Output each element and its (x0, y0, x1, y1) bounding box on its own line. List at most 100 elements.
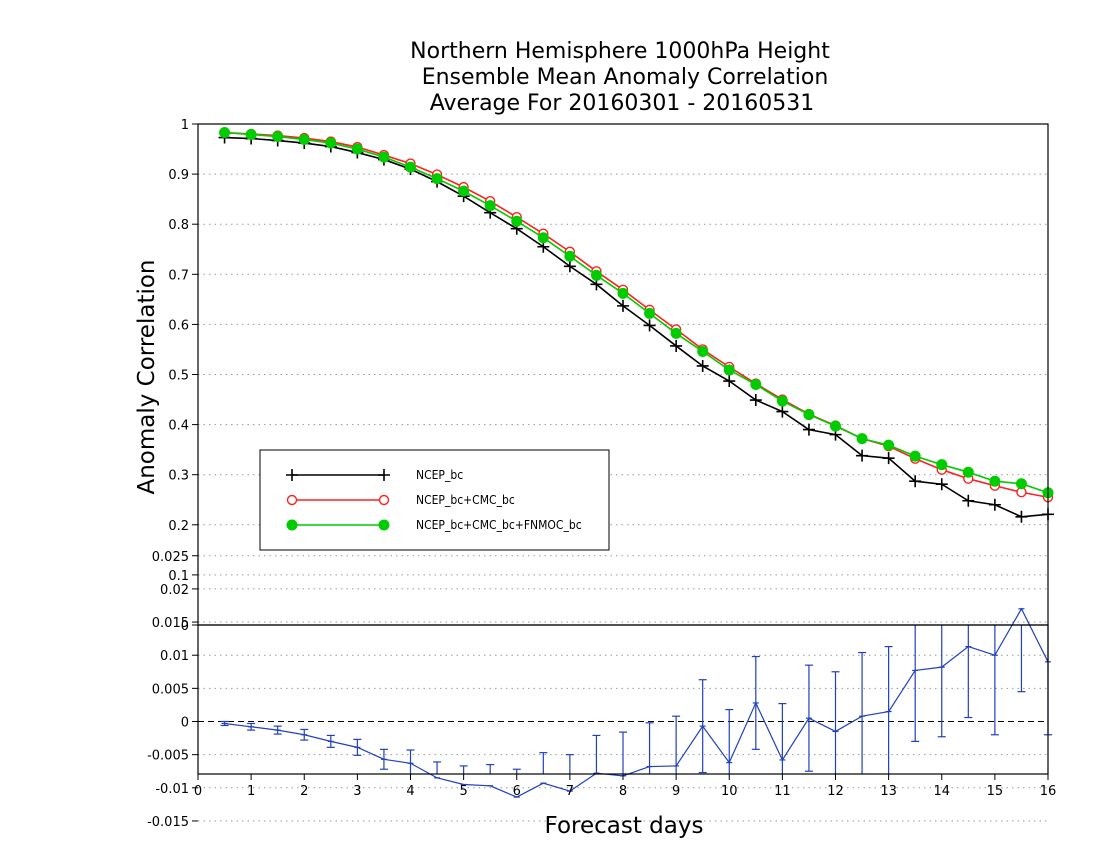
legend-label: NCEP_bc+CMC_bc+FNMOC_bc (416, 518, 582, 532)
chart-title: Northern Hemisphere 1000hPa Height Ensem… (410, 39, 830, 116)
bottom-y-axis-ticks: -0.015 -0.01 -0.005 0 0.005 0.01 0.015 0.02 0.02… (147, 550, 198, 830)
data-point-marker (962, 494, 975, 507)
top-y-tick-label: 0.7 (168, 268, 189, 283)
x-axis-title: Forecast days (545, 813, 704, 839)
legend-item: NCEP_bc (286, 468, 463, 482)
title-line-2: Ensemble Mean Anomaly Correlation (422, 65, 829, 90)
difference-series (220, 607, 1052, 798)
data-point-marker (458, 185, 470, 197)
data-point-marker (245, 129, 257, 141)
y-axis-title: Anomaly Correlation (134, 259, 160, 494)
x-tick-label: 13 (880, 784, 897, 799)
data-point-marker (723, 375, 736, 388)
data-point-marker (617, 299, 629, 312)
top-y-tick-label: 1 (181, 118, 189, 133)
data-point-marker (803, 409, 815, 421)
bottom-y-tick-label: -0.005 (147, 749, 189, 764)
x-tick-label: 0 (194, 784, 202, 799)
top-panel-series (218, 127, 1054, 523)
data-point-marker (856, 433, 868, 445)
data-point-marker (643, 319, 656, 332)
data-point-marker (696, 359, 709, 372)
x-tick-label: 1 (247, 784, 255, 799)
bottom-y-tick-label: 0.02 (160, 583, 189, 598)
data-point-marker (697, 345, 709, 357)
top-y-tick-label: 0.3 (168, 469, 189, 484)
x-tick-label: 6 (513, 784, 521, 799)
x-tick-label: 11 (774, 784, 791, 799)
series-line (224, 136, 1049, 518)
data-point-marker (484, 200, 496, 212)
x-tick-label: 16 (1040, 784, 1057, 799)
top-panel-gridlines (198, 173, 1048, 576)
data-point-marker (511, 215, 523, 227)
data-point-marker (405, 161, 416, 173)
x-tick-label: 9 (672, 784, 680, 799)
series-ncep-bc-cmc-bc-fnmoc-bc (219, 127, 1054, 499)
data-point-marker (989, 475, 1001, 487)
legend-marker (286, 469, 298, 481)
data-point-marker (298, 134, 310, 146)
data-point-marker (749, 394, 762, 407)
data-point-marker (670, 327, 682, 339)
data-point-marker (219, 127, 231, 139)
bottom-y-tick-label: 0.01 (160, 649, 189, 664)
bottom-y-tick-label: 0.015 (152, 616, 189, 631)
data-point-marker (909, 450, 921, 462)
x-tick-label: 10 (721, 784, 738, 799)
data-point-marker (590, 269, 602, 281)
x-tick-label: 7 (566, 784, 574, 799)
data-point-marker (670, 339, 683, 352)
legend-marker (378, 519, 390, 531)
difference-line (224, 607, 1049, 798)
bottom-y-tick-label: 0 (181, 716, 189, 731)
title-line-1: Northern Hemisphere 1000hPa Height (410, 39, 830, 64)
x-tick-label: 4 (406, 784, 414, 799)
data-point-marker (935, 478, 948, 491)
bottom-y-tick-label: -0.015 (147, 815, 189, 830)
data-point-marker (537, 232, 549, 244)
legend-marker (286, 519, 298, 531)
x-tick-label: 15 (987, 784, 1004, 799)
top-y-tick-label: 0.5 (168, 369, 189, 384)
top-y-tick-label: 0.4 (168, 419, 189, 434)
top-y-tick-label: 0.1 (168, 569, 189, 584)
data-point-marker (802, 423, 815, 436)
data-point-marker (856, 449, 869, 462)
data-point-marker (325, 137, 337, 149)
x-tick-label: 5 (459, 784, 467, 799)
data-point-marker (776, 395, 788, 407)
data-point-marker (564, 250, 576, 262)
data-point-marker (750, 379, 762, 391)
data-point-marker (883, 439, 895, 451)
bottom-y-tick-label: 0.025 (152, 550, 189, 565)
legend-label: NCEP_bc (416, 468, 463, 482)
top-y-axis-ticks: 0.1 0.2 0.3 0.4 0.5 0.6 0.7 0.8 0.9 1 (168, 118, 198, 584)
data-point-marker (351, 143, 363, 155)
x-tick-label: 12 (827, 784, 844, 799)
data-point-marker (644, 307, 656, 319)
data-point-marker (617, 287, 629, 299)
x-tick-label: 3 (353, 784, 361, 799)
legend-marker (286, 494, 298, 506)
x-tick-label: 8 (619, 784, 627, 799)
legend-label: NCEP_bc+CMC_bc (416, 493, 515, 507)
x-tick-label: 14 (933, 784, 950, 799)
data-point-marker (723, 364, 735, 376)
legend-marker (378, 469, 390, 481)
top-y-tick-label: 0.8 (168, 218, 189, 233)
x-tick-label: 2 (300, 784, 308, 799)
legend-item: NCEP_bc+CMC_bc+FNMOC_bc (286, 518, 582, 532)
legend-marker (378, 494, 390, 506)
top-y-tick-label: 0.2 (168, 519, 189, 534)
bottom-y-tick-label: 0.005 (152, 682, 189, 697)
bottom-y-tick-label: -0.01 (155, 782, 189, 797)
data-point-marker (1015, 510, 1028, 523)
data-point-marker (272, 131, 284, 143)
data-point-marker (776, 405, 789, 418)
data-point-marker (988, 498, 1001, 511)
legend-item: NCEP_bc+CMC_bc (286, 493, 515, 507)
data-point-marker (563, 260, 576, 273)
data-point-marker (882, 452, 895, 465)
